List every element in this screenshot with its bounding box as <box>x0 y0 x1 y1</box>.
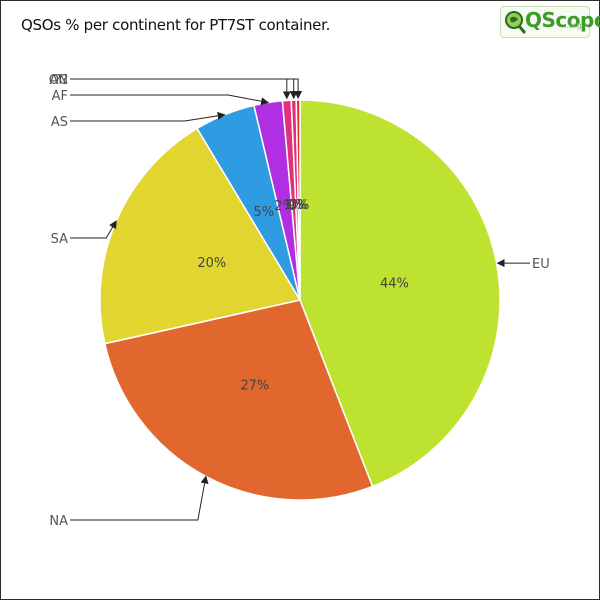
logo-text: QScope <box>525 8 600 32</box>
slice-percent-label: 2% <box>274 199 295 214</box>
slice-category-label: AF <box>52 89 68 104</box>
slice-category-label: EU <box>532 257 550 272</box>
chart-title: QSOs % per continent for PT7ST container… <box>21 16 331 34</box>
slice-category-label: SA <box>51 232 68 247</box>
slice-percent-label: 0% <box>287 198 308 213</box>
slice-percent-label: 0% <box>289 198 310 213</box>
callout-line <box>70 111 226 122</box>
slice-percent-label: 1% <box>283 198 304 213</box>
callout-line <box>70 475 209 521</box>
magnifier-icon <box>505 11 526 34</box>
slice-percent-label: 44% <box>380 276 409 291</box>
callout-line <box>70 78 291 100</box>
slice-category-label: ?? <box>54 73 68 88</box>
callout-line <box>70 220 117 239</box>
slice-category-label: OC <box>49 73 68 88</box>
slice-category-label: AS <box>51 115 68 130</box>
qscope-logo[interactable]: QScope .org <box>500 6 600 38</box>
slice-category-label: NA <box>49 514 68 529</box>
pie-slice-qq[interactable] <box>295 99 301 301</box>
logo-suffix: .org <box>566 21 582 30</box>
slice-percent-label: 27% <box>240 379 269 394</box>
slice-percent-label: 5% <box>253 205 274 220</box>
pie-slice-eu[interactable] <box>299 99 501 488</box>
slice-percent-label: 20% <box>197 256 226 271</box>
slice-category-label: AN <box>49 73 68 88</box>
callout-line <box>70 94 270 106</box>
callout-line <box>70 78 303 100</box>
